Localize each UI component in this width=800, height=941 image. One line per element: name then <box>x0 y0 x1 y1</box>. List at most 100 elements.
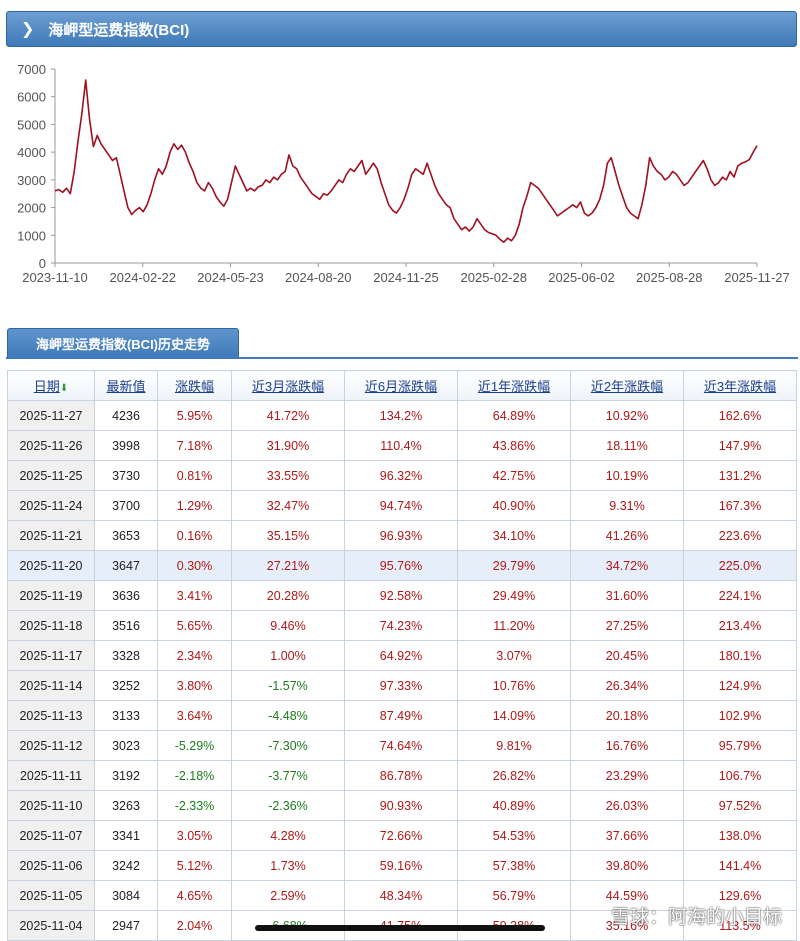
value-cell: 3023 <box>94 730 158 761</box>
date-cell: 2025-11-11 <box>7 760 95 791</box>
bci-line-chart: 0 1000 2000 3000 4000 5000 6000 7000 2023-11-10 2… <box>0 55 800 295</box>
x-tick-label: 2024-08-20 <box>285 270 352 285</box>
change-cell: 92.58% <box>344 580 458 611</box>
value-cell: 3084 <box>94 880 158 911</box>
change-cell: 59.16% <box>344 850 458 881</box>
x-tick-label: 2024-11-25 <box>373 270 439 285</box>
table-row[interactable]: 2025-11-07 3341 3.05% 4.28% 72.66% 54.53% 37.6… <box>7 820 797 851</box>
change-cell: 26.03% <box>570 790 684 821</box>
change-cell: 20.45% <box>570 640 684 671</box>
column-header[interactable]: 近6月涨跌幅 <box>344 370 458 401</box>
column-header[interactable]: 近1年涨跌幅 <box>457 370 571 401</box>
change-cell: 1.29% <box>157 490 232 521</box>
change-cell: 95.79% <box>683 730 797 761</box>
table-row[interactable]: 2025-11-24 3700 1.29% 32.47% 94.74% 40.90% 9.3… <box>7 490 797 521</box>
change-cell: 26.34% <box>570 670 684 701</box>
change-cell: -2.36% <box>231 790 345 821</box>
change-cell: 4.65% <box>157 880 232 911</box>
tab-history[interactable]: 海岬型运费指数(BCI)历史走势 <box>7 328 239 358</box>
change-cell: 102.9% <box>683 700 797 731</box>
change-cell: 162.6% <box>683 400 797 431</box>
change-cell: 2.59% <box>231 880 345 911</box>
change-cell: 87.49% <box>344 700 458 731</box>
date-cell: 2025-11-14 <box>7 670 95 701</box>
table-row[interactable]: 2025-11-20 3647 0.30% 27.21% 95.76% 29.79% 34.… <box>7 550 797 581</box>
change-cell: 141.4% <box>683 850 797 881</box>
change-cell: 11.20% <box>457 610 571 641</box>
column-header[interactable]: 近3月涨跌幅 <box>231 370 345 401</box>
date-cell: 2025-11-13 <box>7 700 95 731</box>
change-cell: 20.18% <box>570 700 684 731</box>
change-cell: 42.75% <box>457 460 571 491</box>
panel-header[interactable]: ❯ 海岬型运费指数(BCI) <box>6 11 797 47</box>
change-cell: 224.1% <box>683 580 797 611</box>
y-tick-label: 5000 <box>17 117 46 132</box>
table-row[interactable]: 2025-11-11 3192 -2.18% -3.77% 86.78% 26.82% 23… <box>7 760 797 791</box>
change-cell: 97.52% <box>683 790 797 821</box>
change-cell: 56.79% <box>457 880 571 911</box>
table-row[interactable]: 2025-11-17 3328 2.34% 1.00% 64.92% 3.07% 20.45… <box>7 640 797 671</box>
change-cell: 29.49% <box>457 580 571 611</box>
history-table: 日期⬇ 最新值 涨跌幅 近3月涨跌幅 近6月涨跌幅 近1年涨跌幅 近2年涨跌幅 近3年涨跌幅 … <box>7 370 797 941</box>
y-tick-label: 3000 <box>17 173 46 188</box>
column-header[interactable]: 涨跌幅 <box>157 370 232 401</box>
change-cell: 110.4% <box>344 430 458 461</box>
change-cell: 131.2% <box>683 460 797 491</box>
change-cell: 32.47% <box>231 490 345 521</box>
change-cell: 35.16% <box>570 910 684 941</box>
change-cell: 1.73% <box>231 850 345 881</box>
table-row[interactable]: 2025-11-13 3133 3.64% -4.48% 87.49% 14.09% 20.… <box>7 700 797 731</box>
column-header[interactable]: 近2年涨跌幅 <box>570 370 684 401</box>
change-cell: 3.64% <box>157 700 232 731</box>
change-cell: 5.65% <box>157 610 232 641</box>
change-cell: 223.6% <box>683 520 797 551</box>
x-tick-label: 2025-02-28 <box>461 270 528 285</box>
change-cell: 16.76% <box>570 730 684 761</box>
change-cell: 7.18% <box>157 430 232 461</box>
column-header[interactable]: 最新值 <box>94 370 158 401</box>
value-cell: 3700 <box>94 490 158 521</box>
table-row[interactable]: 2025-11-21 3653 0.16% 35.15% 96.93% 34.10% 41.… <box>7 520 797 551</box>
watermark-text: 雪球：阿海的小目标 <box>610 907 782 928</box>
value-cell: 4236 <box>94 400 158 431</box>
change-cell: 134.2% <box>344 400 458 431</box>
date-cell: 2025-11-25 <box>7 460 95 491</box>
date-cell: 2025-11-12 <box>7 730 95 761</box>
chevron-right-icon: ❯ <box>21 21 35 38</box>
change-cell: 37.66% <box>570 820 684 851</box>
column-header[interactable]: 近3年涨跌幅 <box>683 370 797 401</box>
change-cell: 39.80% <box>570 850 684 881</box>
value-cell: 3252 <box>94 670 158 701</box>
table-row[interactable]: 2025-11-10 3263 -2.33% -2.36% 90.93% 40.89% 26… <box>7 790 797 821</box>
change-cell: 5.95% <box>157 400 232 431</box>
value-cell: 3730 <box>94 460 158 491</box>
change-cell: 5.12% <box>157 850 232 881</box>
column-header[interactable]: 日期⬇ <box>7 370 95 401</box>
table-row[interactable]: 2025-11-27 4236 5.95% 41.72% 134.2% 64.89% 10.… <box>7 400 797 431</box>
table-row[interactable]: 2025-11-18 3516 5.65% 9.46% 74.23% 11.20% 27.2… <box>7 610 797 641</box>
sort-down-icon[interactable]: ⬇ <box>59 383 69 394</box>
y-tick-label: 7000 <box>17 62 46 77</box>
change-cell: -7.30% <box>231 730 345 761</box>
change-cell: 3.80% <box>157 670 232 701</box>
table-row[interactable]: 2025-11-26 3998 7.18% 31.90% 110.4% 43.86% 18.… <box>7 430 797 461</box>
date-cell: 2025-11-10 <box>7 790 95 821</box>
change-cell: 9.31% <box>570 490 684 521</box>
table-row[interactable]: 2025-11-19 3636 3.41% 20.28% 92.58% 29.49% 31.… <box>7 580 797 611</box>
date-cell: 2025-11-04 <box>7 910 95 941</box>
value-cell: 3636 <box>94 580 158 611</box>
table-row[interactable]: 2025-11-06 3242 5.12% 1.73% 59.16% 57.38% 39.8… <box>7 850 797 881</box>
x-tick-label: 2024-05-23 <box>197 270 264 285</box>
table-row[interactable]: 2025-11-25 3730 0.81% 33.55% 96.32% 42.75% 10.… <box>7 460 797 491</box>
change-cell: 3.41% <box>157 580 232 611</box>
change-cell: 27.25% <box>570 610 684 641</box>
table-row[interactable]: 2025-11-12 3023 -5.29% -7.30% 74.64% 9.81% 16.… <box>7 730 797 761</box>
date-cell: 2025-11-20 <box>7 550 95 581</box>
table-row[interactable]: 2025-11-14 3252 3.80% -1.57% 97.33% 10.76% 26.… <box>7 670 797 701</box>
change-cell: 40.89% <box>457 790 571 821</box>
value-cell: 3242 <box>94 850 158 881</box>
home-indicator[interactable] <box>255 925 545 931</box>
change-cell: 10.92% <box>570 400 684 431</box>
change-cell: 20.28% <box>231 580 345 611</box>
change-cell: 64.89% <box>457 400 571 431</box>
